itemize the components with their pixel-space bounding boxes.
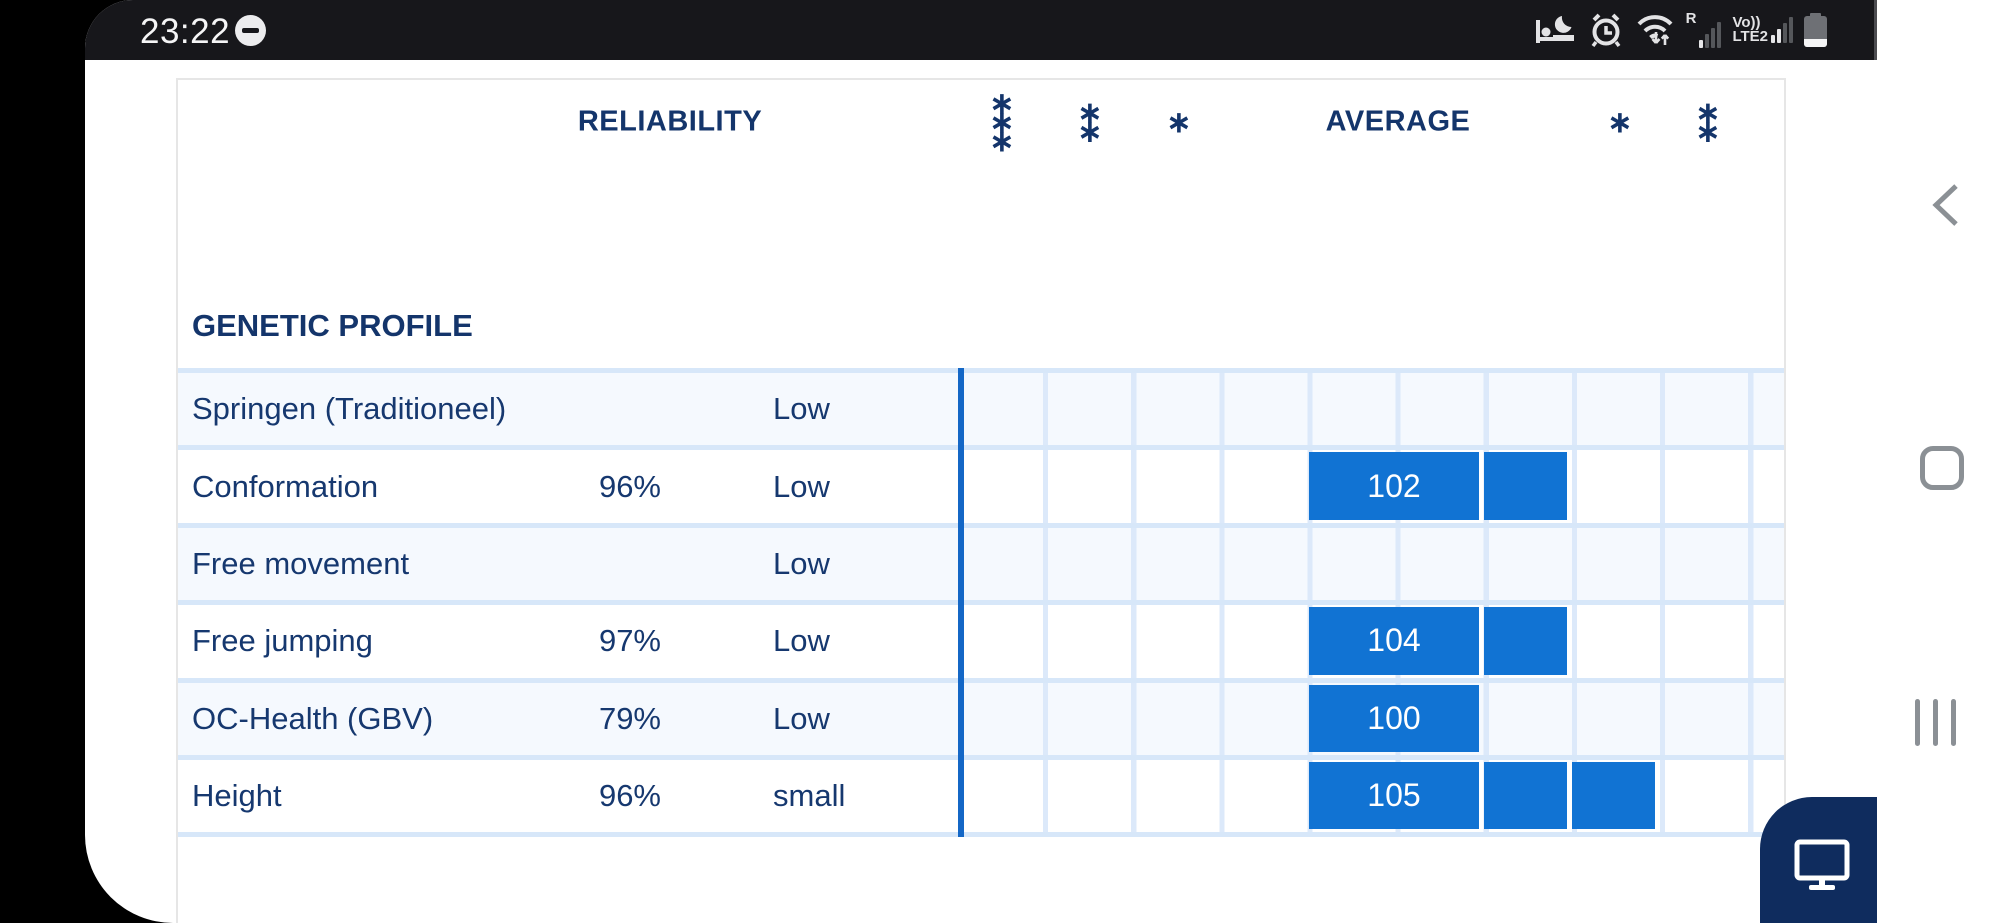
- recents-button[interactable]: [1915, 699, 1957, 746]
- do-not-disturb-icon: [235, 15, 266, 46]
- reliability-header: RELIABILITY: [577, 105, 763, 138]
- trait-name: Height: [192, 778, 282, 814]
- status-icons: R Vo)) LTE2: [1535, 0, 1827, 60]
- table-row[interactable]: Free jumping 97% Low 104: [178, 605, 1784, 683]
- section-title: GENETIC PROFILE: [192, 308, 473, 343]
- sim2-volte-label: Vo)) LTE2: [1732, 14, 1768, 45]
- marker-two-stars-left: ∗ ∗: [1077, 95, 1103, 149]
- value-bar-segment: [1572, 761, 1656, 830]
- sim1-signal-icon: R: [1685, 10, 1722, 48]
- trait-name: Free movement: [192, 545, 410, 581]
- chart-cell: 104: [960, 605, 1784, 678]
- reliability-level: Low: [773, 623, 830, 659]
- bed-mode-icon: [1535, 16, 1574, 43]
- reliability-value: 96%: [598, 468, 661, 504]
- value-bar-segment: [1484, 761, 1567, 830]
- back-button[interactable]: [1928, 181, 1962, 229]
- marker-one-star-right: ∗: [1607, 104, 1633, 140]
- reliability-level: Low: [773, 545, 830, 581]
- trait-name: Free jumping: [192, 623, 373, 659]
- trait-name: Conformation: [192, 468, 379, 504]
- sim1-roaming-label: R: [1685, 10, 1697, 27]
- chart-cell: [960, 373, 1784, 446]
- home-button[interactable]: [1920, 446, 1964, 490]
- reliability-level: Low: [773, 391, 830, 427]
- chart-cell: [960, 527, 1784, 601]
- wifi-updown-icon: [1637, 15, 1673, 45]
- value-bar: 100: [1309, 684, 1479, 752]
- average-baseline: [958, 368, 964, 837]
- table-row[interactable]: OC-Health (GBV) 79% Low 100: [178, 682, 1784, 760]
- table-row[interactable]: Conformation 96% Low 102: [178, 450, 1784, 528]
- value-bar: 105: [1309, 761, 1479, 830]
- genetic-profile-card: RELIABILITY ∗ ∗ ∗ ∗ ∗ ∗ AVERAGE ∗ ∗ ∗ GE…: [176, 78, 1786, 923]
- desktop-site-button[interactable]: [1760, 797, 1877, 923]
- value-bar-segment: [1484, 607, 1567, 675]
- chart-cell: 102: [960, 450, 1784, 523]
- trait-name: Springen (Traditioneel): [192, 391, 507, 427]
- sim2-signal-icon: Vo)) LTE2: [1732, 14, 1793, 45]
- average-header: AVERAGE: [1325, 105, 1471, 138]
- reliability-value: 97%: [598, 623, 661, 659]
- sim2-signal-bars: [1771, 17, 1793, 43]
- chart-cell: 105: [960, 759, 1784, 833]
- value-bar: 102: [1309, 452, 1479, 520]
- table-row[interactable]: Height 96% small 105: [178, 759, 1784, 838]
- chart-cell: 100: [960, 682, 1784, 755]
- battery-icon: [1804, 13, 1827, 47]
- value-bar-segment: [1484, 452, 1567, 520]
- trait-rows: Springen (Traditioneel) Low Conformation…: [178, 368, 1784, 838]
- marker-one-star-left: ∗: [1166, 104, 1192, 140]
- trait-name: OC-Health (GBV): [192, 700, 434, 736]
- status-bar: 23:22: [85, 0, 1877, 60]
- sim1-signal-bars: [1699, 22, 1722, 48]
- reliability-level: Low: [773, 468, 830, 504]
- clock-text: 23:22: [140, 12, 231, 51]
- marker-three-stars-left: ∗ ∗ ∗: [989, 85, 1015, 159]
- reliability-level: Low: [773, 700, 830, 736]
- reliability-value: 96%: [598, 778, 661, 814]
- android-nav-bar: [1877, 0, 2000, 923]
- table-row[interactable]: Springen (Traditioneel) Low: [178, 373, 1784, 451]
- alarm-icon: [1591, 13, 1620, 48]
- value-bar: 104: [1309, 607, 1479, 675]
- table-row[interactable]: Free movement Low: [178, 527, 1784, 606]
- reliability-value: 79%: [598, 700, 661, 736]
- phone-screen: 23:22: [85, 0, 1877, 923]
- desktop-monitor-icon: [1794, 839, 1850, 890]
- marker-two-stars-right: ∗ ∗: [1695, 95, 1721, 149]
- reliability-level: small: [773, 778, 846, 814]
